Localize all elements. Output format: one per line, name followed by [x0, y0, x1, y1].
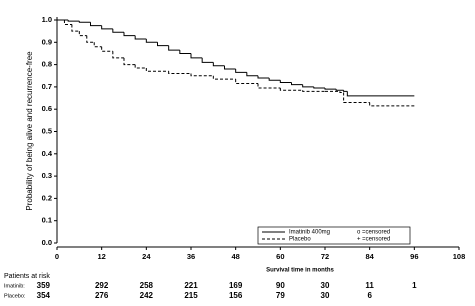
y-tick-label: 0.6	[42, 104, 52, 113]
km-step	[257, 75, 270, 79]
y-tick-label: 0.2	[42, 193, 52, 202]
km-step	[190, 73, 214, 77]
km-step	[78, 31, 87, 37]
risk-count: 11	[365, 281, 374, 290]
km-step	[343, 92, 370, 104]
x-tick-label: 96	[410, 252, 418, 261]
km-step	[134, 35, 147, 40]
km-step	[201, 57, 214, 63]
x-tick-label: 72	[321, 252, 329, 261]
y-tick-label: 0.5	[42, 126, 52, 135]
x-axis-label: Survival time in months	[266, 268, 334, 274]
legend-label: Placebo	[289, 237, 311, 243]
legend-box	[257, 226, 411, 245]
risk-count: 354	[37, 291, 51, 300]
km-step	[279, 80, 292, 83]
risk-count: 30	[321, 291, 330, 300]
km-step	[168, 71, 191, 75]
y-tick-label: 0.8	[42, 60, 52, 69]
km-step	[112, 51, 124, 59]
risk-count: 292	[95, 281, 109, 290]
km-step	[101, 25, 113, 30]
risk-label: Placebo:	[4, 293, 26, 299]
y-tick-label: 1.0	[42, 15, 52, 24]
km-step	[86, 35, 95, 43]
km-step	[67, 20, 80, 22]
km-step	[71, 24, 80, 32]
km-step	[212, 75, 236, 80]
risk-count: 258	[140, 281, 154, 290]
km-step	[168, 45, 180, 51]
risk-count: 359	[37, 281, 51, 290]
km-step	[123, 57, 136, 66]
legend-censor: o =censored	[357, 230, 390, 236]
x-tick-label: 60	[276, 252, 284, 261]
km-step	[63, 20, 72, 25]
km-step	[134, 64, 147, 69]
y-tick-label: 0.4	[42, 149, 53, 158]
km-step	[93, 42, 102, 48]
km-step	[157, 42, 169, 47]
km-step	[235, 79, 258, 85]
km-step	[112, 28, 124, 33]
km-step	[224, 65, 236, 70]
legend-label: Imatinib 400mg	[289, 230, 330, 236]
x-tick-label: 24	[142, 252, 151, 261]
risk-count: 276	[95, 291, 109, 300]
km-step	[335, 89, 344, 91]
risk-count: 215	[184, 291, 198, 300]
km-step	[279, 88, 303, 91]
km-step	[302, 90, 325, 92]
km-step	[313, 86, 325, 89]
km-step	[212, 62, 225, 67]
x-tick-label: 36	[187, 252, 195, 261]
y-axis-label: Probability of being alive and recurrenc…	[25, 51, 34, 211]
km-step	[190, 53, 203, 59]
x-tick-label: 12	[97, 252, 105, 261]
legend-censor: + =censored	[357, 237, 390, 243]
risk-label: Imatinib:	[4, 283, 25, 289]
risk-count: 156	[229, 291, 243, 300]
km-step	[246, 72, 258, 77]
km-step	[123, 32, 136, 37]
km-step	[324, 88, 337, 90]
km-step	[343, 90, 348, 92]
y-tick-label: 0.0	[42, 238, 52, 247]
risk-title: Patients at risk	[4, 273, 50, 280]
km-step	[235, 69, 247, 73]
km-step	[268, 77, 281, 81]
risk-count: 79	[276, 291, 285, 300]
risk-count: 30	[321, 281, 330, 290]
km-step	[257, 83, 281, 89]
y-tick-label: 0.3	[42, 171, 52, 180]
y-tick-label: 0.1	[42, 216, 52, 225]
km-step	[101, 46, 113, 52]
risk-count: 6	[367, 291, 372, 300]
risk-count: 169	[229, 281, 243, 290]
risk-count: 221	[184, 281, 198, 290]
risk-count: 90	[276, 281, 285, 290]
km-step	[291, 82, 303, 86]
x-tick-label: 48	[231, 252, 239, 261]
risk-count: 242	[140, 291, 154, 300]
y-tick-label: 0.7	[42, 82, 52, 91]
x-tick-label: 0	[55, 252, 59, 261]
km-step	[78, 21, 91, 23]
x-tick-label: 108	[453, 252, 466, 261]
km-step	[179, 50, 191, 54]
km-step	[302, 84, 314, 88]
x-tick-label: 84	[365, 252, 374, 261]
km-step	[346, 91, 415, 97]
risk-count: 1	[412, 281, 417, 290]
y-tick-label: 0.9	[42, 37, 52, 46]
km-step	[90, 22, 102, 27]
km-step	[145, 67, 169, 72]
km-step	[145, 38, 158, 43]
km-step	[369, 102, 415, 107]
km-step	[339, 91, 344, 93]
